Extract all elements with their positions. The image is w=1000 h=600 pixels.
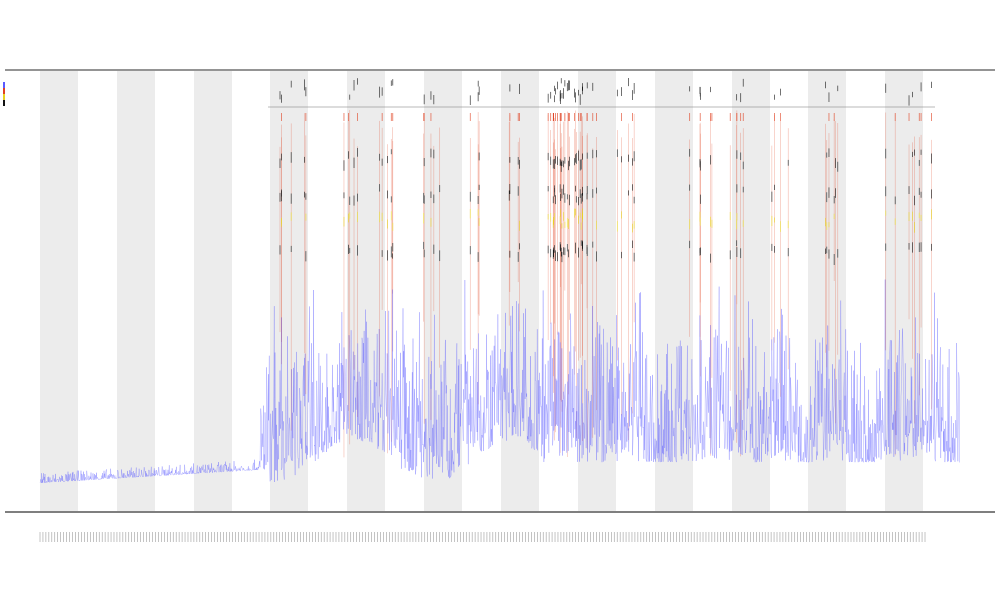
x-tick-labels	[39, 532, 926, 542]
intensity-series-group	[39, 279, 961, 484]
shaded-band	[347, 71, 385, 511]
shaded-band	[194, 71, 232, 511]
legend-swatch	[3, 88, 5, 94]
shaded-band	[732, 71, 770, 511]
legend	[3, 82, 6, 106]
legend-swatch	[3, 100, 5, 106]
shaded-band	[655, 71, 693, 511]
shaded-band	[501, 71, 539, 511]
background-bands	[40, 71, 923, 511]
shaded-band	[578, 71, 616, 511]
legend-item	[3, 100, 6, 106]
intensity-series-line	[39, 279, 961, 484]
shaded-band	[117, 71, 155, 511]
legend-item	[3, 94, 6, 100]
legend-item	[3, 82, 6, 88]
legend-swatch	[3, 94, 5, 100]
shaded-band	[885, 71, 923, 511]
shaded-band	[40, 71, 78, 511]
legend-swatch	[3, 82, 5, 88]
legend-item	[3, 88, 6, 94]
event-ticks	[279, 78, 932, 265]
